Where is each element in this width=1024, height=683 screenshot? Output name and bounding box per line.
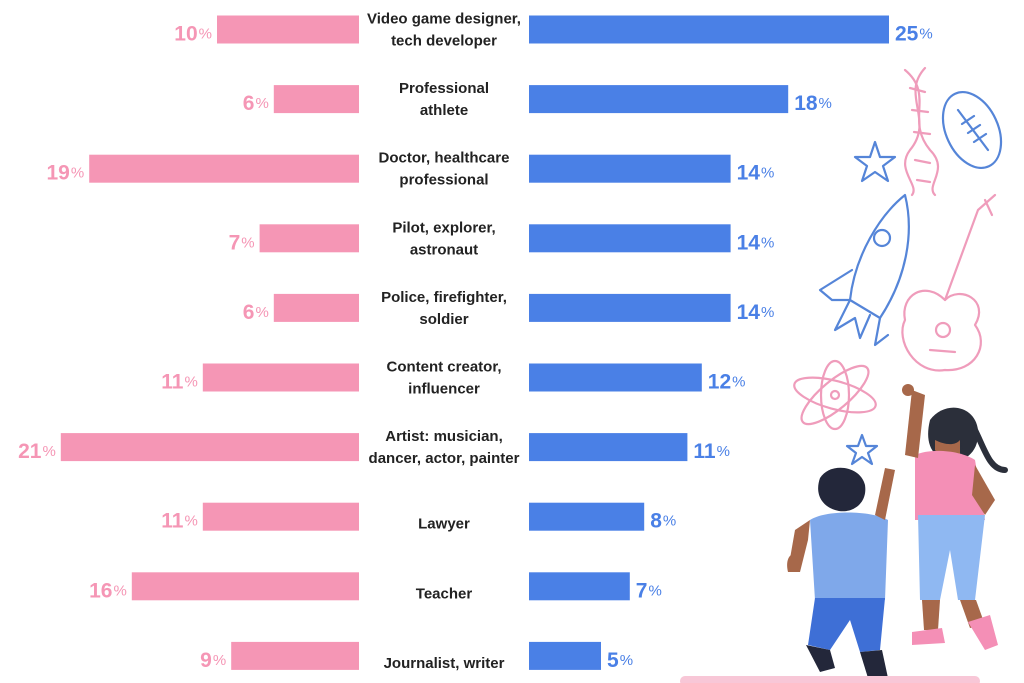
right-value-label: 14% bbox=[737, 161, 775, 184]
star-doodle bbox=[853, 140, 897, 183]
right-value-label: 12% bbox=[708, 370, 746, 393]
right-value-label: 8% bbox=[650, 509, 676, 532]
right-value-label: 7% bbox=[636, 579, 662, 602]
left-value-label: 9% bbox=[200, 648, 226, 671]
left-bar bbox=[202, 502, 359, 531]
left-bar bbox=[273, 293, 359, 322]
right-bar bbox=[529, 433, 688, 462]
category-label: Doctor, healthcare bbox=[379, 150, 510, 167]
right-bar bbox=[529, 154, 731, 183]
chart-row: 10% 25% Video game designer, tech developer bbox=[174, 11, 932, 50]
chart-row: 21% 11% Artist: musician, dancer, actor, pa… bbox=[18, 428, 730, 467]
right-value-label: 18% bbox=[794, 92, 832, 115]
right-value-label: 11% bbox=[693, 440, 730, 463]
left-bar bbox=[89, 154, 359, 183]
category-label: athlete bbox=[420, 102, 468, 119]
category-label: dancer, actor, painter bbox=[369, 450, 520, 467]
category-label: professional bbox=[399, 172, 488, 189]
category-label: tech developer bbox=[391, 33, 497, 50]
right-bar bbox=[529, 363, 702, 392]
right-value-label: 14% bbox=[737, 300, 775, 323]
right-bar bbox=[529, 641, 601, 670]
category-label: soldier bbox=[419, 311, 468, 328]
left-value-label: 19% bbox=[46, 161, 84, 184]
rocket-doodle bbox=[818, 193, 910, 347]
chart-row: 6% 18% Professional athlete bbox=[243, 80, 832, 119]
category-label: Video game designer, bbox=[367, 11, 521, 28]
left-bar bbox=[131, 572, 359, 601]
left-bar bbox=[217, 15, 359, 44]
category-label: Journalist, writer bbox=[384, 655, 505, 672]
atom-doodle bbox=[793, 359, 877, 431]
left-value-label: 21% bbox=[18, 440, 56, 463]
right-bar bbox=[529, 502, 645, 531]
chart-row: 19% 14% Doctor, healthcare professional bbox=[46, 150, 774, 189]
right-bar bbox=[529, 85, 789, 114]
left-value-label: 16% bbox=[89, 579, 127, 602]
left-value-label: 7% bbox=[229, 231, 255, 254]
left-value-label: 11% bbox=[161, 370, 198, 393]
kids-illustration bbox=[787, 384, 1008, 678]
category-label: Teacher bbox=[416, 585, 473, 602]
chart-rows: 10% 25% Video game designer, tech developer… bbox=[18, 11, 933, 672]
chart-row: 16% 7% Teacher bbox=[89, 572, 662, 602]
category-label: Content creator, bbox=[386, 359, 501, 376]
right-bar bbox=[529, 15, 889, 44]
category-label: Police, firefighter, bbox=[381, 289, 507, 306]
left-value-label: 6% bbox=[243, 92, 269, 115]
right-bar bbox=[529, 572, 630, 601]
left-value-label: 6% bbox=[243, 300, 269, 323]
chart-row: 9% 5% Journalist, writer bbox=[200, 641, 633, 672]
left-bar bbox=[259, 224, 359, 253]
left-bar bbox=[273, 85, 359, 114]
left-bar bbox=[231, 641, 359, 670]
category-label: Lawyer bbox=[418, 516, 470, 533]
right-value-label: 5% bbox=[607, 648, 633, 671]
right-value-label: 25% bbox=[895, 22, 933, 45]
star-doodle bbox=[845, 433, 879, 466]
guitar-doodle bbox=[901, 193, 997, 372]
left-bar bbox=[202, 363, 359, 392]
category-label: influencer bbox=[408, 381, 480, 398]
category-label: Artist: musician, bbox=[385, 428, 503, 445]
chart-row: 11% 12% Content creator, influencer bbox=[161, 359, 745, 398]
left-value-label: 10% bbox=[174, 22, 212, 45]
football-doodle bbox=[941, 91, 1003, 169]
footer-strip bbox=[680, 676, 980, 683]
category-label: Professional bbox=[399, 80, 489, 97]
left-bar bbox=[60, 433, 360, 462]
left-value-label: 11% bbox=[161, 509, 198, 532]
chart-row: 6% 14% Police, firefighter, soldier bbox=[243, 289, 775, 328]
right-value-label: 14% bbox=[737, 231, 775, 254]
category-label: Pilot, explorer, bbox=[392, 219, 495, 236]
chart-row: 7% 14% Pilot, explorer, astronaut bbox=[229, 219, 775, 258]
right-bar bbox=[529, 224, 731, 253]
right-bar bbox=[529, 293, 731, 322]
chart-row: 11% 8% Lawyer bbox=[161, 502, 676, 533]
category-label: astronaut bbox=[410, 241, 478, 258]
dna-doodle bbox=[903, 66, 940, 197]
